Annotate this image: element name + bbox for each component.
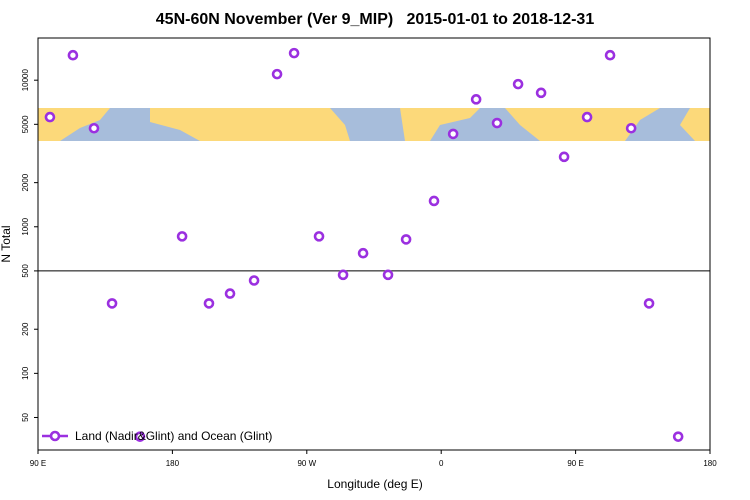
y-tick-label: 500 (21, 264, 30, 278)
y-tick-label: 1000 (21, 217, 30, 235)
point (535, 87, 547, 99)
point (400, 234, 412, 245)
point (88, 122, 100, 134)
point (248, 275, 260, 286)
legend-marker (49, 430, 61, 442)
y-tick-label: 200 (21, 322, 30, 336)
point (288, 47, 300, 59)
point (44, 111, 56, 123)
point (581, 111, 593, 123)
plot-frame (37, 37, 711, 451)
point (106, 298, 118, 309)
x-tick-label: 180 (703, 459, 717, 468)
point (67, 49, 79, 61)
point (604, 49, 616, 61)
point (224, 288, 236, 299)
point (643, 298, 655, 309)
map-band (38, 108, 710, 141)
x-tick-label: 90 E (567, 459, 583, 468)
point (512, 78, 524, 90)
point (625, 122, 637, 134)
point (672, 431, 684, 442)
point (470, 94, 482, 105)
point (357, 247, 369, 259)
point (382, 269, 394, 281)
x-axis-label: Longitude (deg E) (327, 477, 422, 491)
point (428, 195, 440, 207)
y-tick-label: 100 (21, 366, 30, 380)
y-tick-label: 50 (21, 412, 30, 421)
x-tick-label: 0 (439, 459, 444, 468)
chart-title: 45N-60N November (Ver 9_MIP) 2015-01-01 … (156, 11, 595, 28)
y-tick-label: 5000 (21, 115, 30, 133)
point (558, 151, 570, 163)
point (447, 128, 459, 140)
point (176, 231, 188, 242)
point (337, 269, 349, 281)
x-tick-label: 180 (166, 459, 180, 468)
x-tick-label: 90 E (30, 459, 46, 468)
point (271, 68, 283, 80)
point (203, 298, 215, 309)
y-axis-label: N Total (0, 225, 13, 262)
y-tick-label: 10000 (21, 69, 30, 92)
x-tick-label: 90 W (297, 459, 316, 468)
y-tick-label: 2000 (21, 173, 30, 191)
point (491, 117, 503, 129)
point (134, 431, 146, 442)
point (313, 231, 325, 242)
legend-label: Land (Nadir&Glint) and Ocean (Glint) (75, 429, 272, 443)
